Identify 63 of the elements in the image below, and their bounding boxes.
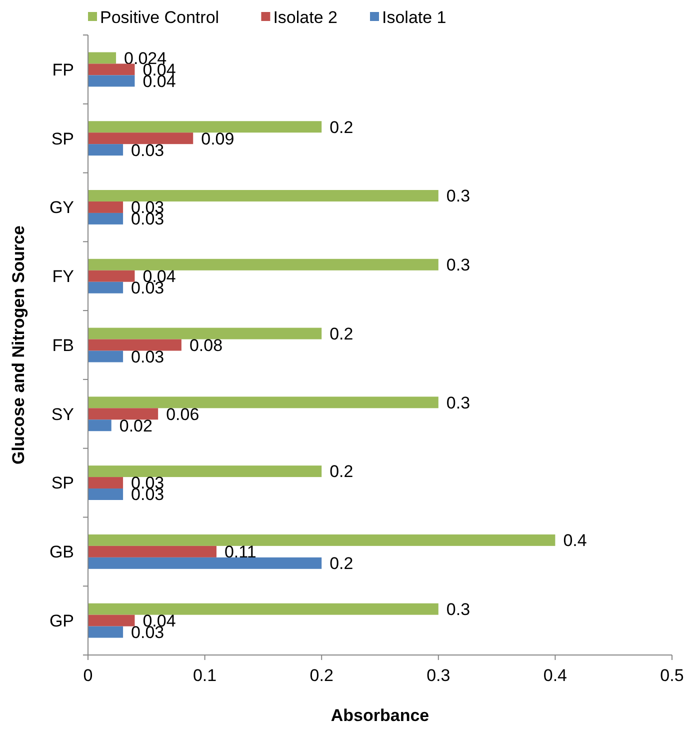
x-tick-label: 0.2 — [310, 666, 334, 685]
bar — [88, 190, 438, 202]
x-axis-title: Absorbance — [330, 706, 430, 725]
bar — [88, 488, 124, 500]
bar — [88, 396, 438, 408]
data-label: 0.2 — [330, 462, 354, 482]
bar — [88, 339, 182, 351]
bar — [88, 52, 116, 64]
bar — [88, 258, 438, 270]
data-label: 0.06 — [166, 404, 200, 424]
x-tick-label: 0.4 — [543, 666, 568, 685]
data-label: 0.02 — [119, 416, 152, 436]
bar — [88, 270, 135, 282]
data-label: 0.3 — [446, 186, 470, 206]
bar — [88, 132, 194, 144]
x-tick-label: 0 — [83, 666, 93, 685]
bar — [88, 328, 322, 340]
y-tick-label: FB — [52, 336, 74, 355]
y-axis-title: Glucose and Nitrogen Source — [9, 226, 28, 464]
bar — [88, 64, 135, 76]
legend-label: Positive Control — [100, 8, 220, 27]
data-label: 0.03 — [131, 140, 164, 160]
y-tick-label: FP — [52, 60, 74, 80]
bar — [88, 614, 135, 626]
data-label: 0.2 — [330, 554, 354, 574]
y-tick-label: GY — [49, 198, 74, 218]
y-tick-label: SY — [51, 404, 74, 424]
y-tick-label: SP — [51, 129, 74, 148]
bar — [88, 557, 322, 569]
bar — [88, 477, 124, 489]
data-label: 0.3 — [446, 256, 470, 275]
data-label: 0.3 — [446, 393, 470, 412]
y-tick-label: FY — [52, 267, 74, 286]
y-tick-label: GB — [49, 542, 74, 562]
bar — [88, 603, 438, 615]
legend-label: Isolate 1 — [382, 8, 446, 27]
data-label: 0.08 — [189, 336, 223, 355]
data-label: 0.11 — [224, 542, 256, 562]
data-label: 0.09 — [201, 129, 234, 148]
bar — [88, 201, 124, 213]
bar — [88, 626, 124, 638]
bar — [88, 144, 124, 156]
x-tick-label: 0.1 — [192, 666, 217, 685]
data-label: 0.3 — [446, 600, 470, 620]
bar — [88, 534, 556, 546]
bar — [88, 466, 322, 478]
data-label: 0.03 — [131, 347, 164, 366]
x-tick-label: 0.3 — [426, 666, 450, 685]
bar — [88, 121, 322, 133]
data-label: 0.4 — [563, 531, 587, 550]
legend-label: Isolate 2 — [273, 8, 338, 27]
data-label: 0.2 — [330, 324, 354, 344]
bar — [88, 282, 124, 294]
bar — [88, 350, 124, 362]
bar — [88, 75, 135, 87]
data-label: 0.2 — [330, 118, 354, 137]
bar — [88, 212, 124, 224]
y-tick-label: SP — [51, 474, 74, 493]
bar — [88, 546, 216, 558]
bar — [88, 420, 112, 432]
y-tick-label: GP — [49, 612, 74, 631]
bar — [88, 408, 158, 420]
x-tick-label: 0.5 — [660, 666, 684, 685]
